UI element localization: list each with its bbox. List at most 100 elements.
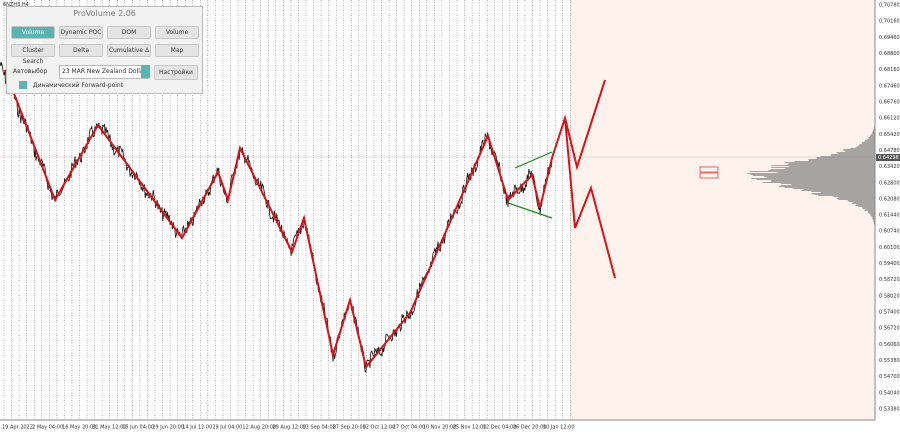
- profile-row: [820, 192, 875, 193]
- profile-row: [838, 197, 875, 198]
- profile-row: [831, 155, 875, 156]
- profile-row: [867, 212, 875, 213]
- profile-row: [873, 223, 875, 224]
- panel-button[interactable]: Cumulative Δ: [107, 44, 151, 57]
- price-label: 0.62080: [879, 196, 900, 202]
- profile-row: [811, 191, 875, 192]
- profile-row: [808, 159, 875, 160]
- price-label: 0.58720: [879, 277, 900, 283]
- profile-row: [845, 151, 875, 152]
- future-zone: [570, 0, 875, 420]
- instrument-select[interactable]: 23 MAR New Zealand Dollar: [59, 65, 149, 79]
- profile-row: [869, 213, 875, 214]
- provolume-panel: ProVolume 2.06 Volume Profile Dynamic POC…: [6, 6, 203, 94]
- price-label: 0.67460: [879, 83, 900, 89]
- profile-row: [864, 141, 875, 142]
- profile-row: [873, 128, 875, 129]
- profile-row: [874, 224, 875, 225]
- profile-row: [859, 144, 875, 145]
- price-label: 0.63420: [879, 164, 900, 170]
- profile-row: [762, 182, 875, 183]
- profile-row: [855, 205, 875, 206]
- zigzag: [4, 69, 606, 370]
- price-line: [0, 61, 553, 373]
- select-arrow[interactable]: [141, 65, 150, 78]
- profile-row: [816, 157, 875, 158]
- profile-row: [836, 152, 875, 153]
- profile-row: [778, 186, 875, 187]
- profile-row: [816, 158, 875, 159]
- profile-row: [865, 209, 875, 210]
- profile-row: [843, 150, 875, 151]
- profile-row: [874, 125, 875, 126]
- profile-row: [873, 220, 875, 221]
- panel-button[interactable]: Cluster Search: [11, 44, 55, 65]
- panel-button[interactable]: Volume: [155, 26, 199, 39]
- profile-row: [872, 218, 875, 219]
- time-label: 15 Jun 04:00: [122, 425, 154, 431]
- time-label: 12 Dec 04:00: [483, 425, 517, 431]
- price-label: 0.60100: [879, 245, 900, 251]
- channel-top: [514, 151, 553, 169]
- profile-row: [818, 195, 875, 196]
- profile-row: [794, 161, 875, 162]
- profile-row: [867, 211, 875, 212]
- profile-row: [750, 174, 875, 175]
- profile-row: [871, 134, 875, 135]
- settings-button[interactable]: Настройки: [154, 65, 198, 80]
- profile-row: [787, 164, 875, 165]
- price-label: 0.70160: [879, 19, 900, 25]
- profile-row: [874, 225, 875, 226]
- profile-row: [857, 206, 875, 207]
- profile-row: [771, 167, 875, 168]
- panel-button[interactable]: Dynamic POC: [59, 26, 103, 39]
- time-label: 29 Jul 04:00: [212, 425, 242, 431]
- profile-row: [873, 129, 875, 130]
- forward-label[interactable]: Динамический Forward-point: [33, 82, 124, 89]
- profile-row: [771, 165, 875, 166]
- profile-row: [848, 201, 875, 202]
- time-label: 16 May 20:00: [62, 425, 96, 431]
- time-label: 10 Nov 20:00: [423, 425, 457, 431]
- profile-row: [870, 135, 875, 136]
- forward-icon[interactable]: [19, 81, 27, 89]
- current-price: 0.64298: [878, 155, 899, 161]
- profile-row: [850, 148, 875, 149]
- price-label: 0.54040: [879, 390, 900, 396]
- forecast: [564, 117, 616, 279]
- profile-row: [873, 130, 875, 131]
- profile-row: [793, 188, 875, 189]
- profile-row: [751, 178, 875, 179]
- profile-row: [869, 138, 875, 139]
- panel-button[interactable]: DOM: [107, 26, 151, 39]
- profile-row: [870, 215, 875, 216]
- profile-row: [864, 210, 875, 211]
- symbol: 6NZH3,H4: [3, 2, 29, 8]
- profile-row: [801, 190, 875, 191]
- price-label: 0.68800: [879, 51, 900, 57]
- profile-row: [820, 156, 875, 157]
- price-label: 0.69460: [879, 35, 900, 41]
- profile-row: [867, 139, 875, 140]
- panel-button[interactable]: Volume Profile: [11, 26, 55, 47]
- auto-checkbox[interactable]: Автовыбор: [13, 68, 48, 75]
- panel-button[interactable]: Delta: [59, 44, 103, 57]
- profile-row: [872, 219, 875, 220]
- panel-button[interactable]: Map: [155, 44, 199, 57]
- profile-row: [872, 217, 875, 218]
- profile-row: [781, 183, 875, 184]
- price-label: 0.60740: [879, 229, 900, 235]
- profile-row: [872, 131, 875, 132]
- time-label: 27 Sep 20:00: [333, 425, 366, 431]
- profile-row: [838, 199, 875, 200]
- profile-row: [749, 171, 875, 172]
- profile-row: [747, 173, 875, 174]
- price-label: 0.62800: [879, 180, 900, 186]
- price-label: 0.57400: [879, 310, 900, 316]
- profile-row: [752, 175, 875, 176]
- profile-row: [771, 181, 875, 182]
- price-label: 0.59400: [879, 261, 900, 267]
- time-label: 29 Jun 20:00: [152, 425, 184, 431]
- profile-row: [811, 193, 875, 194]
